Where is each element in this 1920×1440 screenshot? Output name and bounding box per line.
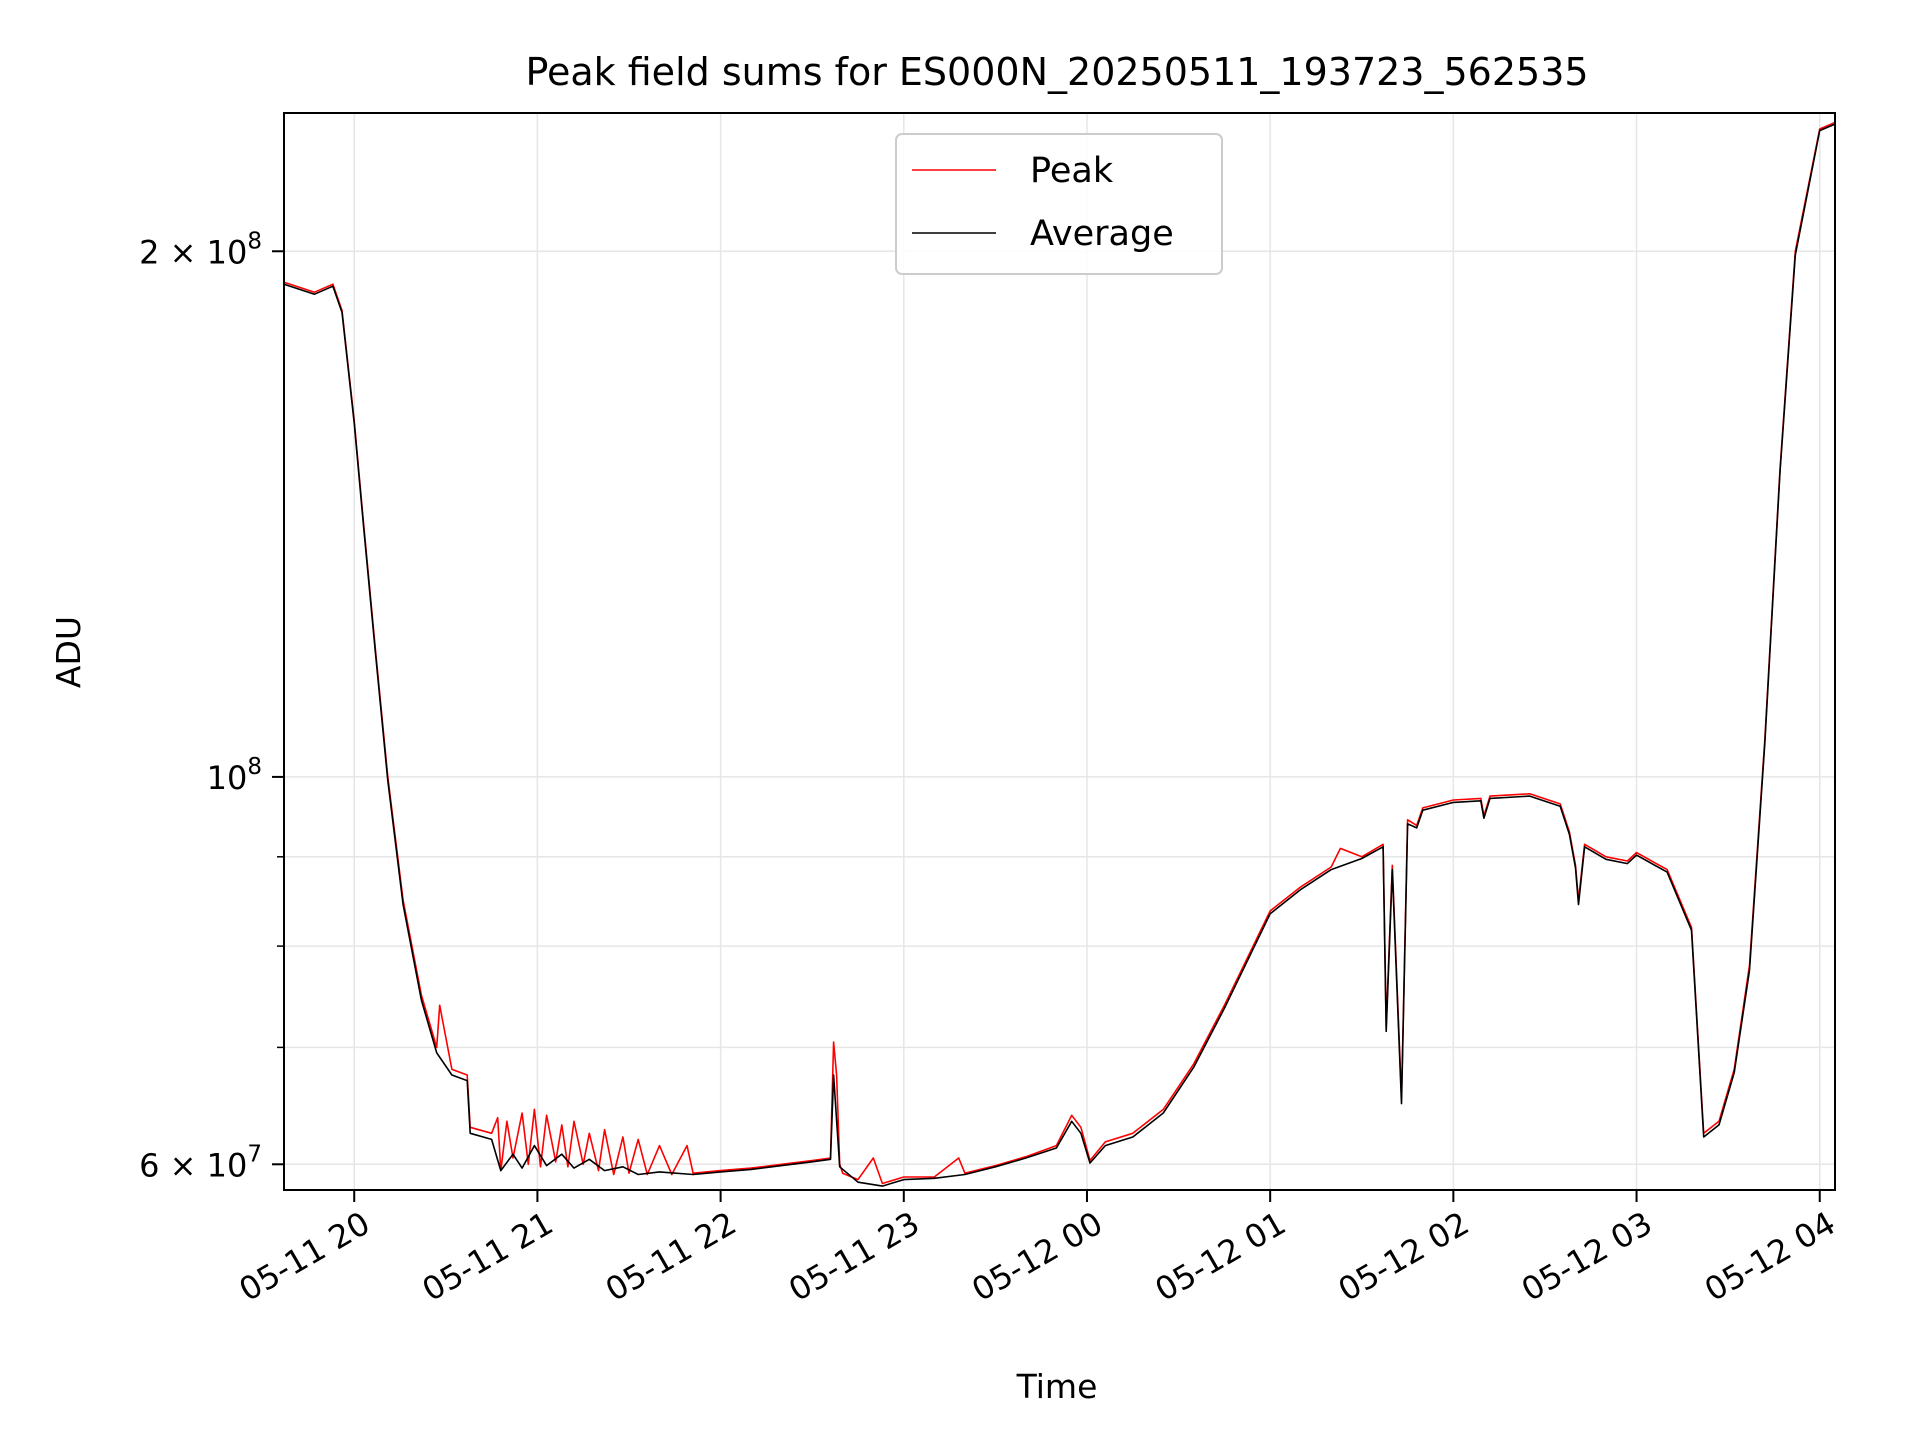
plot-frame	[283, 112, 1836, 1191]
y-tick-label-base: 6 × 10	[139, 1146, 247, 1184]
y-axis-label: ADU	[49, 616, 88, 688]
legend: Peak Average	[895, 133, 1223, 275]
plot-lines	[283, 121, 1836, 1187]
y-tick-label-base: 2 × 10	[139, 233, 247, 271]
legend-label-average: Average	[1030, 214, 1174, 254]
x-axis: 05-11 20 05-11 21 05-11 22 05-11 23 05-12 00…	[233, 1190, 1842, 1309]
chart-title: Peak field sums for ES000N_20250511_1937…	[525, 50, 1588, 94]
series-line-peak	[283, 121, 1836, 1185]
legend-box	[895, 133, 1223, 275]
y-tick-label-exponent: 8	[247, 754, 262, 780]
y-tick-label-exponent: 8	[247, 228, 262, 254]
y-tick-label: 6 × 107	[139, 1141, 262, 1184]
x-tick-label: 05-12 02	[1332, 1204, 1476, 1309]
x-tick-label: 05-11 23	[782, 1204, 926, 1309]
x-tick-label: 05-12 00	[965, 1204, 1109, 1309]
x-tick-label: 05-12 03	[1515, 1204, 1659, 1309]
x-tick-label: 05-11 21	[416, 1204, 560, 1309]
y-tick-label: 108	[207, 754, 262, 797]
x-tick-label: 05-11 22	[599, 1204, 743, 1309]
x-tick-label: 05-12 04	[1698, 1204, 1842, 1309]
grid-lines	[284, 113, 1835, 1190]
y-tick-label-exponent: 7	[247, 1141, 262, 1167]
x-tick-label: 05-11 20	[233, 1204, 377, 1309]
y-tick-label-base: 10	[207, 759, 248, 797]
series-line-average	[283, 123, 1836, 1187]
x-tick-label: 05-12 01	[1149, 1204, 1293, 1309]
y-tick-label: 2 × 108	[139, 228, 262, 271]
x-axis-label: Time	[1016, 1367, 1098, 1406]
legend-label-peak: Peak	[1030, 151, 1114, 191]
